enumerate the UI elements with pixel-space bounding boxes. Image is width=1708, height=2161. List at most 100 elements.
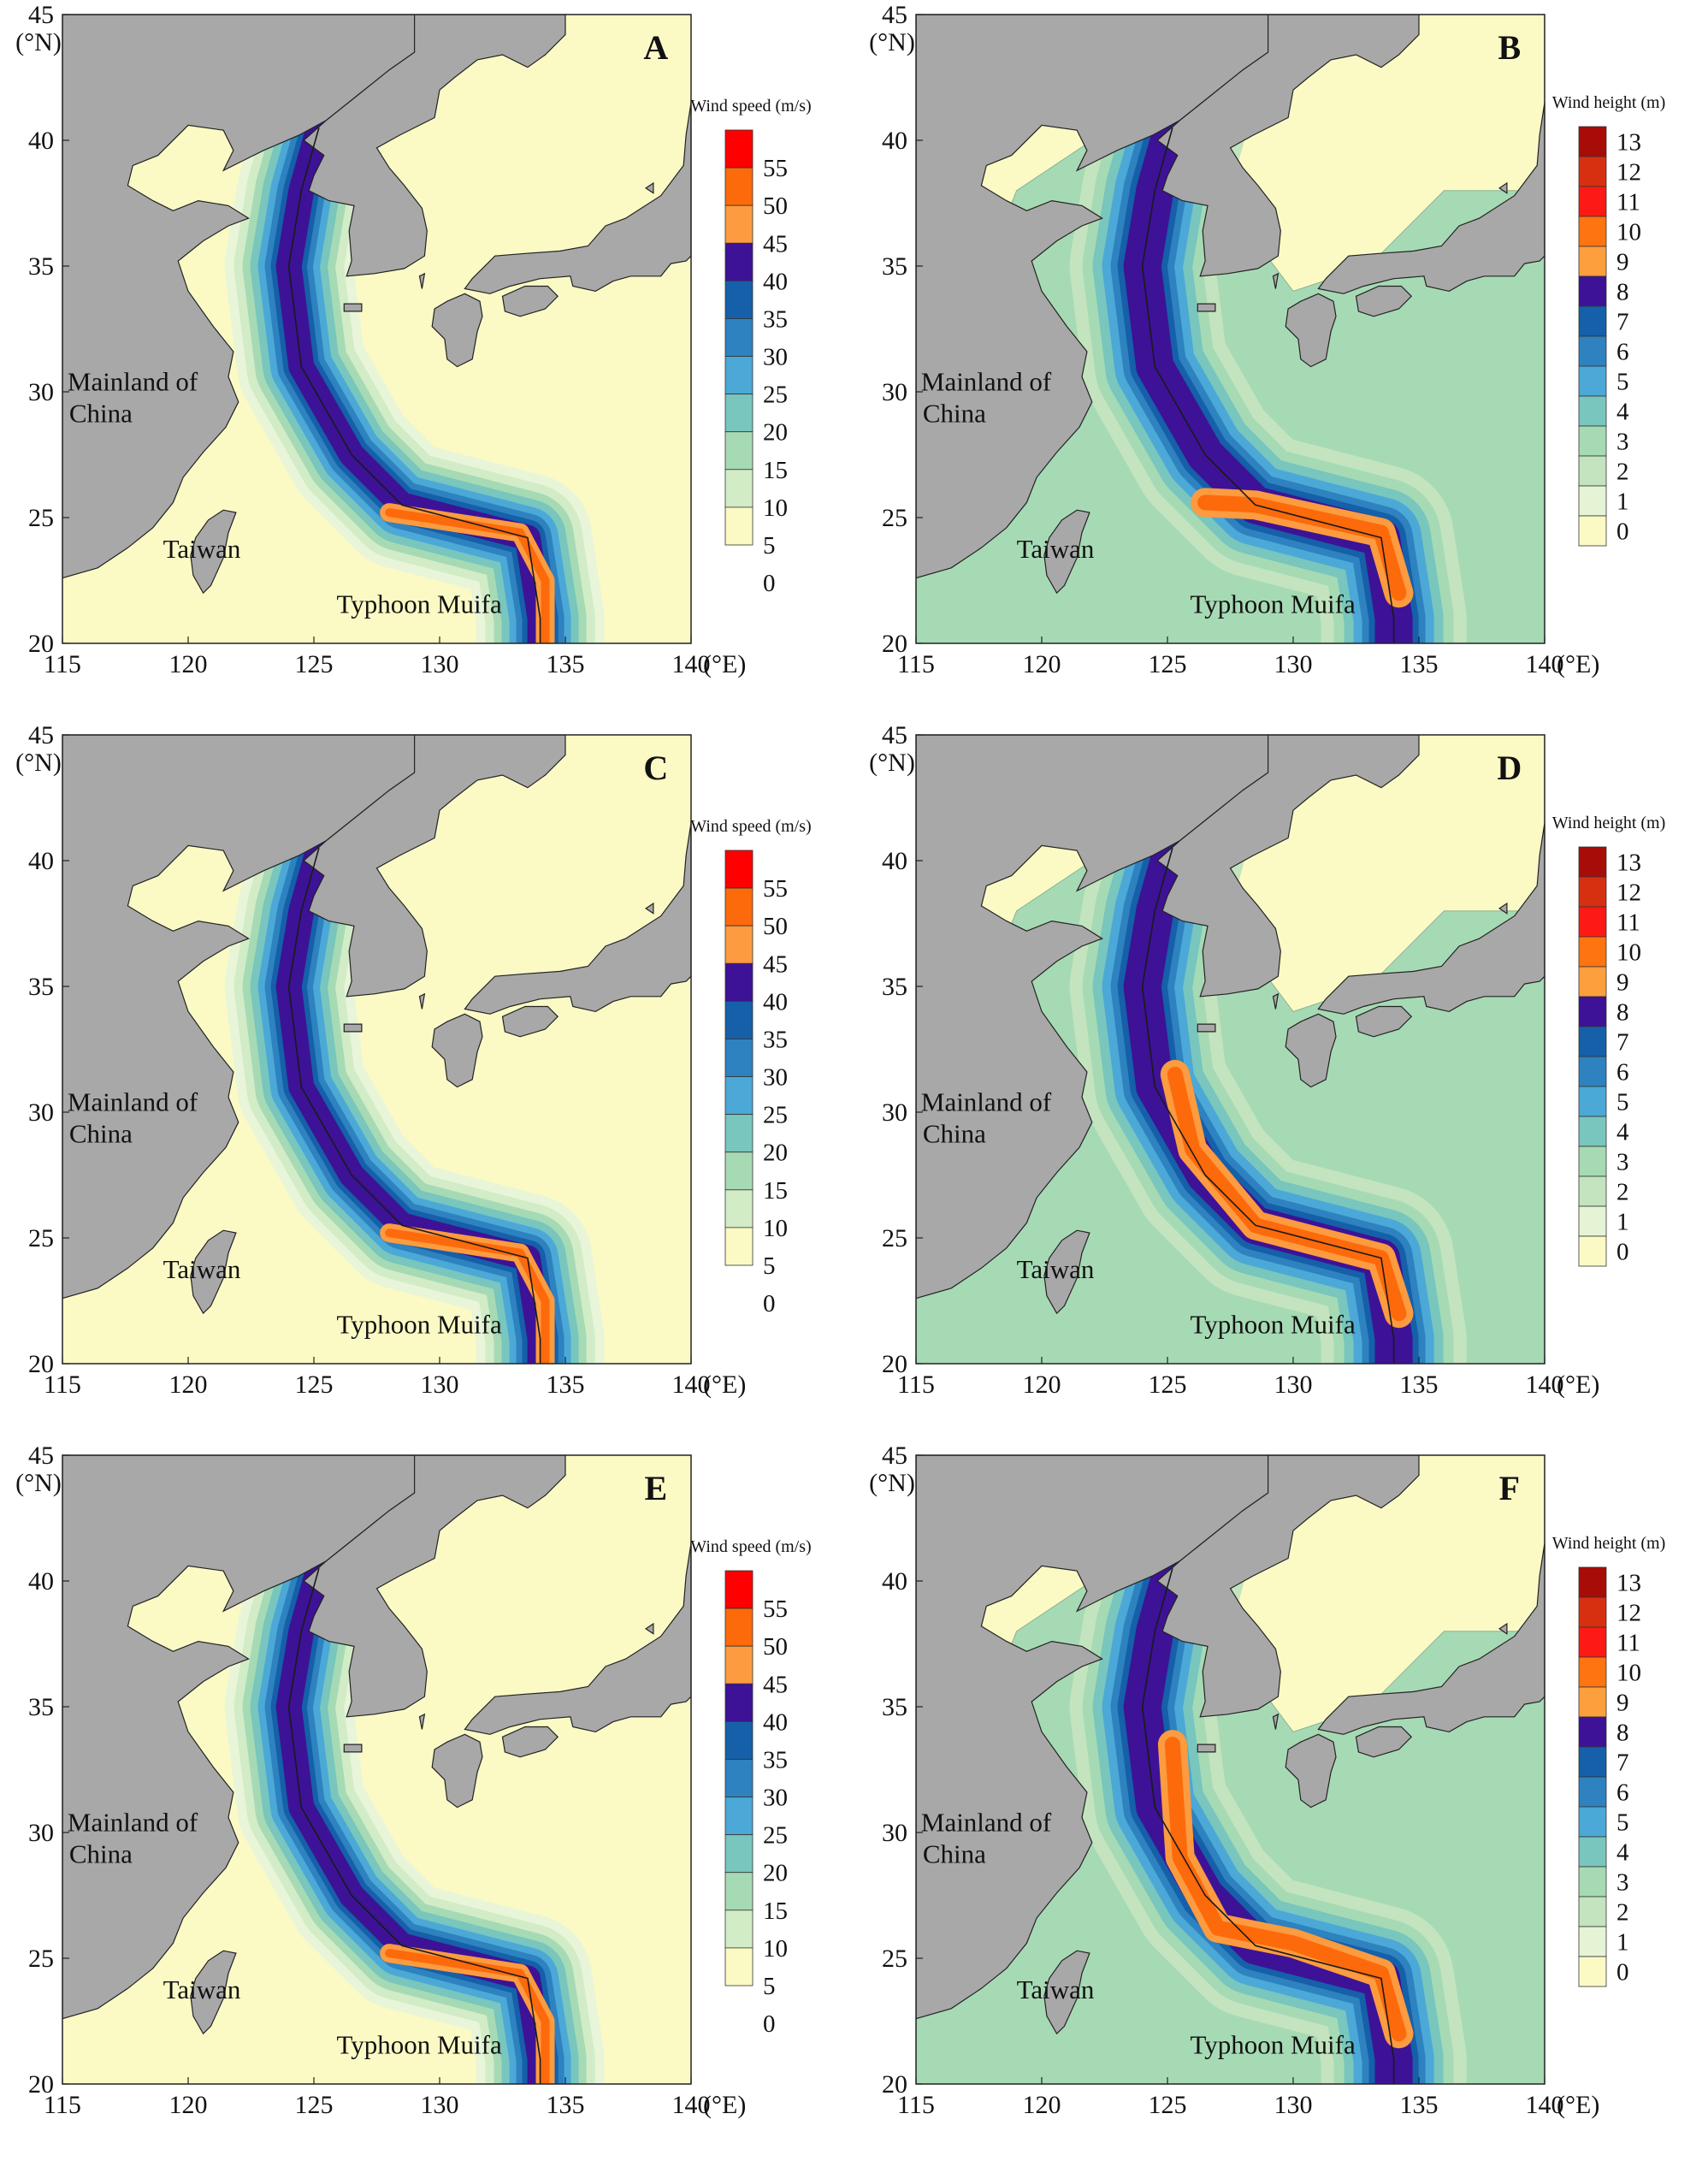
colorbar-swatch	[724, 129, 754, 169]
colorbar-label: 45	[763, 1671, 788, 1698]
lat-unit-label: (°N)	[869, 28, 915, 56]
colorbar-swatch	[1578, 1086, 1607, 1117]
land-shikoku	[1355, 1726, 1413, 1758]
colorbar-swatch	[724, 850, 754, 889]
lat-tick-label: 30	[28, 378, 54, 406]
colorbar-swatch	[1578, 966, 1607, 998]
colorbar-label: 20	[763, 1860, 788, 1887]
land-korea	[1156, 1455, 1420, 1718]
lat-tick-label: 40	[28, 127, 54, 155]
colorbar-title: Wind height (m)	[1552, 1534, 1666, 1553]
colorbar-label: 0	[1616, 1959, 1629, 1986]
colorbar-label: 1	[1616, 488, 1629, 516]
lat-tick-label: 20	[882, 2070, 907, 2099]
colorbar-swatch	[1578, 275, 1607, 307]
lon-unit-label: (°E)	[703, 650, 746, 678]
colorbar-title: Wind speed (m/s)	[690, 97, 811, 115]
map-frame	[62, 1454, 692, 2085]
land-tsushima	[418, 272, 426, 289]
colorbar-swatch	[724, 925, 754, 964]
colorbar-swatch	[724, 1720, 754, 1760]
map-svg: 115 120 125 130 135 140(°E)454035302520(°N)Ma…	[869, 1, 1665, 678]
colorbar-label: 35	[763, 1026, 788, 1053]
colorbar-label: 9	[1616, 249, 1629, 276]
lon-unit-label: (°E)	[703, 1371, 746, 1399]
lat-tick-label: 30	[28, 1819, 54, 1847]
lat-tick-label: 20	[882, 1350, 907, 1378]
map-frame	[62, 734, 692, 1365]
land-jeju	[343, 1744, 363, 1753]
lat-tick-label: 35	[28, 973, 54, 1001]
colorbar-swatch	[724, 1189, 754, 1229]
map-svg: 115 120 125 130 135 140(°E)454035302520(°N)Ma…	[15, 721, 812, 1399]
colorbar-swatch	[1578, 1686, 1607, 1718]
colorbar-swatch	[724, 1076, 754, 1116]
lat-tick-label: 20	[882, 630, 907, 658]
colorbar-label: 0	[763, 570, 776, 597]
lon-tick-label: 125	[295, 2091, 334, 2119]
colorbar-swatch	[724, 1759, 754, 1797]
lon-tick-label: 130	[1274, 650, 1313, 678]
lon-tick-label: 140	[672, 2091, 711, 2119]
lon-tick-label: 120	[169, 1371, 208, 1399]
colorbar-swatch	[724, 431, 754, 471]
land-jeju	[343, 303, 363, 312]
lon-tick-label: 135	[1400, 2091, 1439, 2119]
land-northeast	[62, 735, 416, 1300]
land-honshu	[464, 102, 691, 294]
peak-intensity-band	[1197, 494, 1407, 601]
colorbar-label: 55	[763, 875, 788, 903]
land-korea	[1156, 15, 1420, 277]
colorbar-swatch	[1578, 996, 1607, 1027]
lat-tick-label: 45	[882, 721, 907, 749]
colorbar-swatch	[724, 1039, 754, 1077]
lat-unit-label: (°N)	[869, 749, 915, 777]
colorbar-swatch	[1578, 1175, 1607, 1207]
lon-tick-label: 130	[421, 2091, 459, 2119]
colorbar-label: 6	[1616, 1059, 1629, 1086]
label-mainland: Mainland of	[921, 1808, 1052, 1838]
colorbar-swatch	[724, 1947, 754, 1986]
land-jeju	[1197, 303, 1216, 312]
lon-tick-label: 115	[897, 650, 935, 678]
colorbar-label: 4	[1616, 399, 1629, 426]
map-panel-f: 115 120 125 130 135 140 (°E) 45 40 35 30 25 20 (°N) Ma…	[854, 1441, 1707, 2161]
label-china: China	[69, 1838, 133, 1868]
lat-tick-label: 35	[882, 1693, 907, 1721]
lat-tick-label: 45	[28, 1, 54, 29]
lat-tick-label: 35	[882, 973, 907, 1001]
lat-tick-label: 40	[28, 847, 54, 875]
lon-tick-label: 120	[1023, 650, 1061, 678]
land-shikoku	[501, 1726, 559, 1758]
colorbar-swatch	[1578, 1956, 1607, 1987]
colorbar-swatch	[1578, 1896, 1607, 1927]
lat-tick-label: 40	[882, 1567, 907, 1596]
lon-tick-label: 115	[44, 1371, 81, 1399]
lat-unit-label: (°N)	[869, 1469, 915, 1497]
colorbar-label: 10	[763, 1215, 788, 1242]
colorbar-label: 50	[763, 192, 788, 220]
colorbar-label: 0	[1616, 518, 1629, 546]
label-mainland: Mainland of	[68, 367, 198, 397]
colorbar-label: 4	[1616, 1839, 1629, 1867]
colorbar-label: 3	[1616, 1149, 1629, 1176]
map-panel-d: 115 120 125 130 135 140 (°E) 45 40 35 30 25 20 (°N) Ma…	[854, 720, 1707, 1441]
label-typhoon: Typhoon Muifa	[1190, 1310, 1356, 1340]
lon-tick-label: 130	[421, 650, 459, 678]
colorbar-label: 5	[1616, 369, 1629, 396]
label-china: China	[923, 398, 986, 428]
land-honshu	[1317, 102, 1545, 294]
colorbar-swatch	[724, 1227, 754, 1266]
typhoon-track	[287, 1568, 541, 2084]
colorbar-label: 10	[1616, 1660, 1641, 1687]
panel-letter: D	[1497, 749, 1522, 787]
colorbar-label: 5	[763, 1973, 776, 2000]
colorbar-label: 45	[763, 950, 788, 978]
colorbar-swatch	[1578, 216, 1607, 247]
peak-intensity-band	[385, 1229, 550, 1364]
colorbar-label: 25	[763, 382, 788, 409]
colorbar-swatch	[1578, 1656, 1607, 1688]
label-taiwan: Taiwan	[1017, 1254, 1095, 1284]
lat-tick-label: 20	[28, 1350, 54, 1378]
